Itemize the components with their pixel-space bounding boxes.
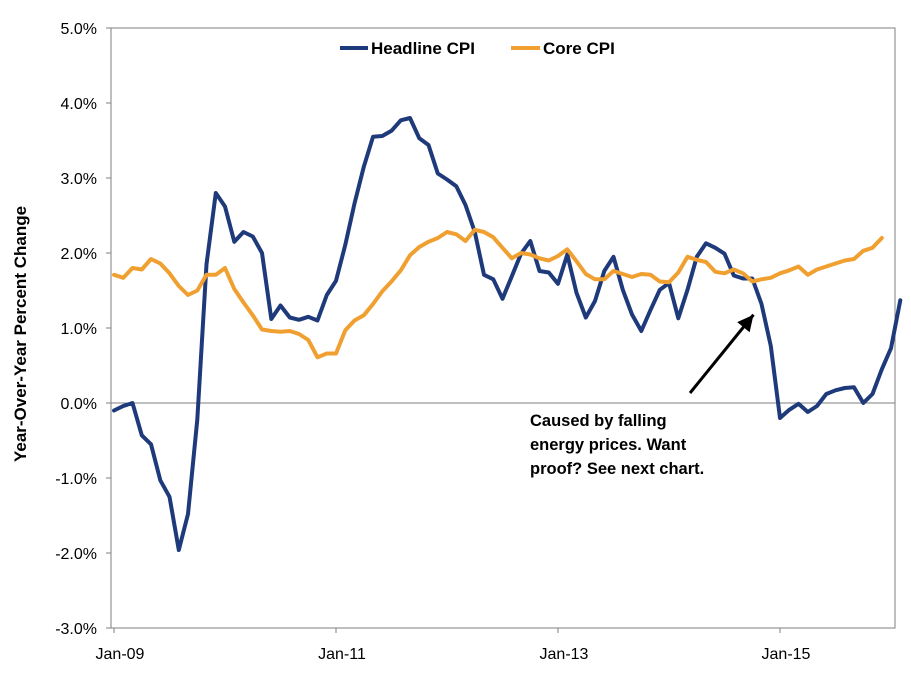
annotation-text-line: energy prices. Want bbox=[530, 436, 687, 454]
y-tick-label: 1.0% bbox=[61, 321, 97, 338]
y-tick-label: 5.0% bbox=[61, 21, 97, 38]
x-tick-label: Jan-11 bbox=[318, 646, 366, 663]
y-axis-title: Year-Over-Year Percent Change bbox=[11, 206, 30, 462]
plot-frame bbox=[110, 27, 896, 629]
annotation-arrow-shaft bbox=[688, 313, 755, 394]
annotation-text-line: proof? See next chart. bbox=[530, 460, 704, 478]
x-tick-label: Jan-09 bbox=[96, 646, 145, 663]
annotation-text-line: Caused by falling bbox=[530, 412, 667, 430]
y-tick-label: 4.0% bbox=[61, 96, 97, 113]
y-tick-label: -3.0% bbox=[55, 621, 97, 638]
legend-label: Headline CPI bbox=[371, 39, 475, 58]
y-tick-label: 0.0% bbox=[61, 396, 97, 413]
y-tick-label: -1.0% bbox=[55, 471, 97, 488]
x-tick-label: Jan-15 bbox=[762, 646, 811, 663]
y-tick-label: 3.0% bbox=[61, 171, 97, 188]
y-tick-label: -2.0% bbox=[55, 546, 97, 563]
annotation-arrow-head bbox=[737, 314, 754, 333]
y-tick-label: 2.0% bbox=[61, 246, 97, 263]
series-line-core-cpi bbox=[112, 227, 884, 360]
series-line-headline-cpi bbox=[112, 116, 903, 552]
legend-label: Core CPI bbox=[543, 39, 615, 58]
x-tick-label: Jan-13 bbox=[540, 646, 589, 663]
